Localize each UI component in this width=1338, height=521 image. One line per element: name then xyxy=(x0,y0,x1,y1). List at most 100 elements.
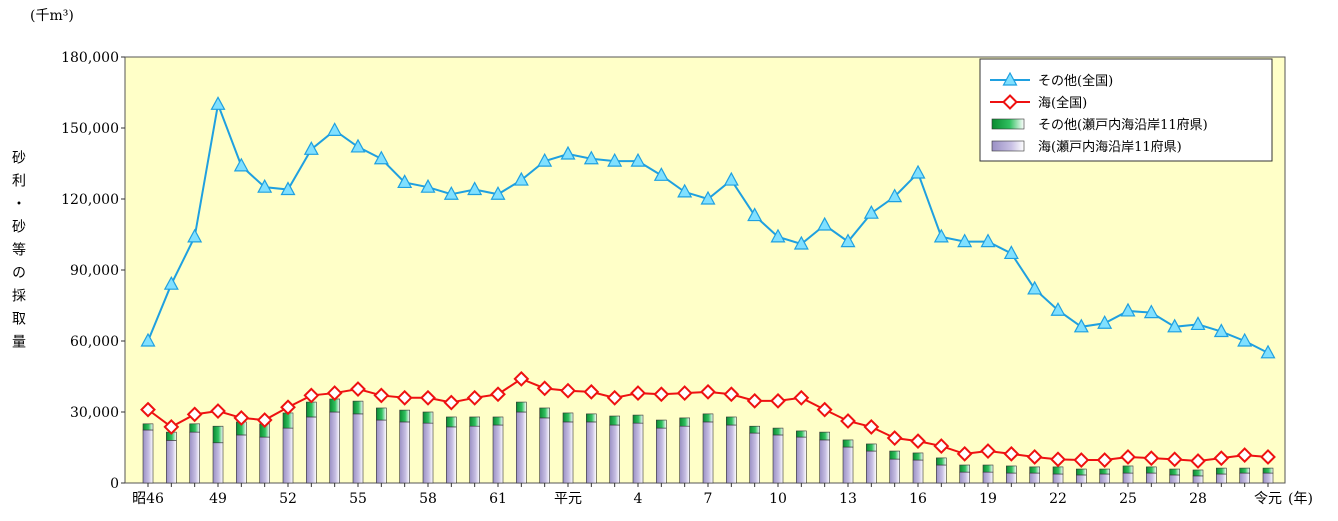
triangle-marker xyxy=(747,207,763,222)
x-tick-label: 平元 xyxy=(554,491,582,507)
bar-segment xyxy=(446,426,457,484)
bar-segment xyxy=(282,427,294,484)
bar-segment xyxy=(586,413,597,423)
diamond-marker xyxy=(163,418,180,435)
bar-segment xyxy=(399,421,410,484)
bar-segment xyxy=(352,413,364,484)
bar-segment xyxy=(796,430,807,438)
bar-segment xyxy=(912,459,924,484)
diamond-marker xyxy=(326,385,343,401)
x-tick-label: 19 xyxy=(979,491,997,507)
triangle-marker xyxy=(887,188,903,203)
bar-segment xyxy=(1192,475,1204,484)
bar-segment xyxy=(492,416,504,426)
bar-segment xyxy=(702,413,714,423)
x-tick-label: 16 xyxy=(909,491,927,507)
diamond-marker xyxy=(1073,452,1090,468)
triangle-marker xyxy=(863,204,879,219)
diamond-marker xyxy=(443,394,460,411)
diamond-marker xyxy=(630,385,646,401)
triangle-marker xyxy=(257,178,273,193)
diamond-marker xyxy=(1026,449,1043,465)
diamond-marker xyxy=(1213,450,1230,467)
bar-segment xyxy=(329,411,340,484)
triangle-marker xyxy=(210,96,226,110)
bar-segment xyxy=(562,421,574,484)
diamond-marker xyxy=(583,383,600,400)
x-tick-label: 7 xyxy=(704,491,713,507)
x-tick-label: 昭46 xyxy=(132,491,164,507)
triangle-marker xyxy=(537,152,553,167)
bar-segment xyxy=(236,434,247,484)
diamond-marker xyxy=(816,401,833,418)
diamond-marker xyxy=(1096,452,1113,468)
triangle-marker xyxy=(723,171,739,186)
triangle-marker xyxy=(1143,304,1159,319)
x-unit-label: (年) xyxy=(1288,491,1313,507)
bar-segment xyxy=(516,411,527,484)
diamond-marker xyxy=(933,438,950,454)
diamond-marker xyxy=(140,401,156,418)
bar-segment xyxy=(166,440,177,484)
diamond-marker xyxy=(233,410,250,426)
x-tick-label: 令元 xyxy=(1254,491,1282,507)
diamond-marker xyxy=(723,386,740,403)
triangle-marker xyxy=(163,275,179,290)
bar-segment xyxy=(1122,472,1134,484)
x-tick-label: 4 xyxy=(634,491,643,507)
bar-segment xyxy=(1029,472,1040,484)
bar-segment xyxy=(1052,473,1064,484)
bar-segment xyxy=(936,464,947,484)
bar-segment xyxy=(1146,466,1157,474)
bar-segment xyxy=(422,422,434,484)
bar-segment xyxy=(936,457,947,466)
legend-label: 海(全国) xyxy=(1038,95,1087,111)
bar-segment xyxy=(376,407,387,421)
diamond-marker xyxy=(1120,449,1136,465)
bar-segment xyxy=(749,425,760,434)
diamond-marker xyxy=(210,403,226,419)
bar-segment xyxy=(259,436,270,484)
diamond-marker xyxy=(910,433,926,450)
legend-label: その他(全国) xyxy=(1038,73,1113,89)
bar-segment xyxy=(399,409,410,423)
bar-segment xyxy=(819,431,830,441)
bar-segment xyxy=(842,439,854,448)
bar-segment xyxy=(1076,474,1087,484)
bar-segment xyxy=(306,401,317,418)
bar-segment xyxy=(469,416,480,427)
x-tick-label: 25 xyxy=(1119,491,1137,507)
legend xyxy=(979,58,1273,162)
diamond-marker xyxy=(793,389,810,406)
diamond-marker xyxy=(420,389,436,406)
bar-segment xyxy=(376,419,387,484)
bar-segment xyxy=(1169,474,1180,484)
bar-segment xyxy=(632,422,644,484)
diamond-marker xyxy=(1190,453,1206,469)
diamond-marker xyxy=(606,389,623,406)
diamond-marker xyxy=(1260,449,1276,465)
y-tick-label: 180,000 xyxy=(61,50,119,66)
bar-segment xyxy=(866,450,877,484)
x-tick-label: 52 xyxy=(279,491,297,507)
diamond-marker xyxy=(396,389,413,406)
triangle-marker xyxy=(770,228,786,243)
bar-segment xyxy=(1146,472,1157,484)
diamond-marker xyxy=(770,392,786,409)
triangle-marker xyxy=(1027,280,1043,295)
triangle-marker xyxy=(583,150,599,165)
x-tick-label: 55 xyxy=(349,491,367,507)
diamond-marker xyxy=(466,389,483,406)
triangle-marker xyxy=(957,233,973,248)
diamond-marker xyxy=(840,413,856,429)
x-tick-label: 49 xyxy=(209,491,227,507)
bar-segment xyxy=(586,421,597,484)
bar-segment xyxy=(1029,466,1040,474)
bar-segment xyxy=(282,412,294,429)
diamond-marker xyxy=(653,386,670,403)
x-tick-label: 13 xyxy=(839,491,857,507)
bar-segment xyxy=(632,414,644,424)
bar-segment xyxy=(539,407,550,419)
bar-segment xyxy=(982,464,994,473)
